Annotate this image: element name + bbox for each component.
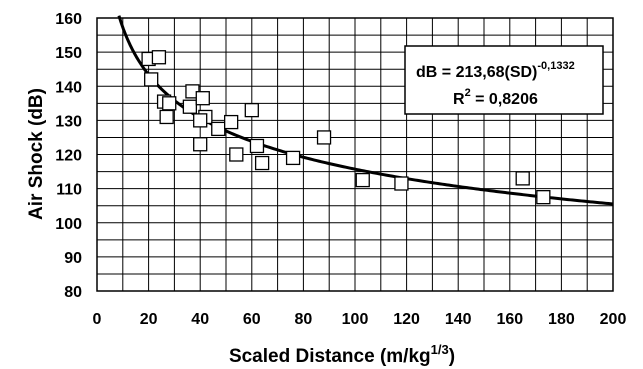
x-tick-label: 120	[393, 311, 420, 328]
y-tick-label: 80	[64, 284, 82, 301]
data-point	[355, 172, 370, 188]
plot-frame	[96, 17, 614, 292]
x-tick-label: 40	[191, 311, 209, 328]
y-tick-label: 140	[55, 79, 82, 96]
data-point	[249, 138, 265, 154]
y-tick-labels: 80 90 100 110 120 130 140 150 160	[55, 11, 82, 301]
x-tick-label: 100	[342, 311, 369, 328]
y-tick-label: 100	[55, 216, 82, 233]
data-point	[229, 147, 244, 162]
data-point	[159, 109, 174, 125]
data-point	[195, 91, 210, 106]
x-tick-label: 20	[140, 311, 158, 328]
x-tick-label: 140	[445, 311, 472, 328]
data-point	[193, 113, 208, 128]
data-point	[536, 190, 551, 205]
y-tick-label: 130	[55, 113, 82, 130]
data-point	[254, 155, 270, 171]
x-axis-title-exponent: 1/3	[431, 342, 449, 357]
equation-box-frame	[404, 45, 604, 115]
data-point	[285, 150, 301, 166]
x-axis-title: Scaled Distance (m/kg1/3)	[229, 342, 455, 367]
data-point	[316, 130, 332, 145]
r-squared-line: R2 = 0,8206	[453, 87, 538, 108]
x-tick-label: 0	[93, 311, 102, 328]
data-points	[141, 50, 551, 205]
y-tick-label: 90	[64, 250, 82, 267]
y-tick-label: 120	[55, 148, 82, 165]
data-point	[244, 102, 259, 118]
equation-box: dB = 213,68(SD)-0,1332 R2 = 0,8206	[404, 45, 604, 115]
x-tick-labels: 0 20 40 60 80 100 120 140 160 180 200	[93, 311, 627, 328]
equation-main: dB = 213,68(SD)	[416, 64, 537, 81]
r-squared-superscript: 2	[465, 87, 471, 99]
x-axis-title-close: )	[449, 346, 455, 367]
data-point	[162, 96, 177, 111]
x-tick-label: 180	[548, 311, 575, 328]
data-point	[224, 114, 239, 130]
data-point	[515, 171, 530, 186]
x-tick-label: 80	[295, 311, 313, 328]
data-point	[144, 72, 159, 87]
equation-line: dB = 213,68(SD)-0,1332	[416, 60, 575, 81]
x-tick-label: 160	[496, 311, 523, 328]
x-tick-label: 200	[600, 311, 627, 328]
y-tick-label: 110	[56, 182, 82, 199]
data-point	[211, 121, 226, 137]
y-tick-label: 150	[55, 45, 82, 62]
y-tick-label: 160	[55, 11, 82, 28]
data-point	[151, 50, 167, 65]
r-squared-symbol: R	[453, 91, 465, 108]
r-squared-value: = 0,8206	[471, 91, 538, 108]
data-point	[394, 176, 409, 191]
data-point	[182, 99, 198, 114]
x-tick-label: 60	[243, 311, 261, 328]
data-point	[193, 137, 208, 152]
y-axis-title: Air Shock (dB)	[26, 88, 47, 220]
equation-exponent: -0,1332	[537, 60, 574, 72]
x-axis-title-main: Scaled Distance (m/kg	[229, 346, 431, 367]
